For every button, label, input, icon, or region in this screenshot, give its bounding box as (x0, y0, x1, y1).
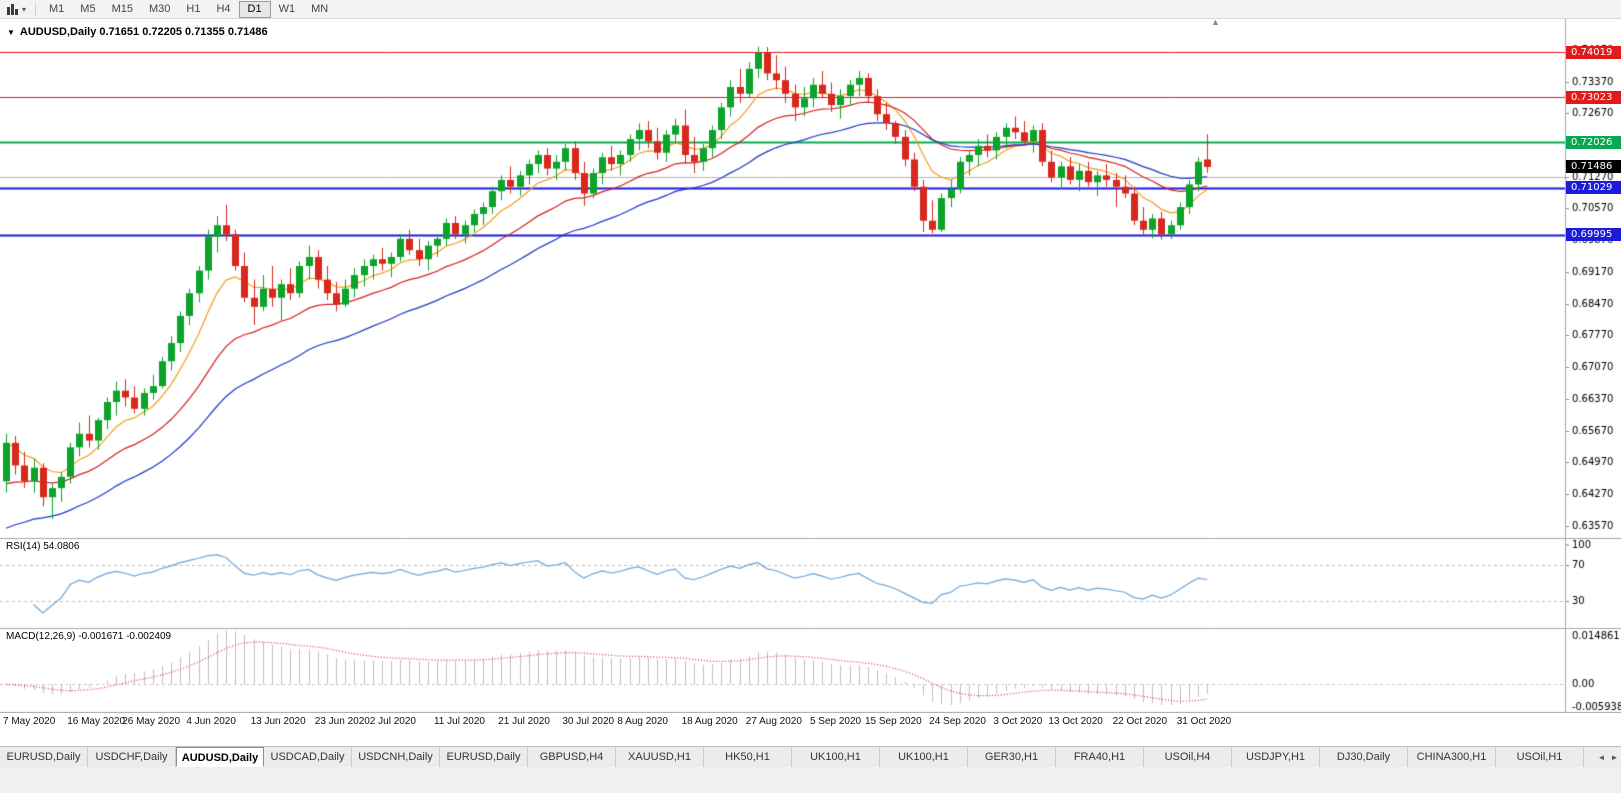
date-label: 27 Aug 2020 (745, 716, 802, 727)
date-label: 2 Jul 2020 (369, 716, 416, 727)
date-label: 5 Sep 2020 (809, 716, 862, 727)
support-level-2-badge[interactable]: 0.69995 (1566, 228, 1621, 242)
chart-shift-marker[interactable]: ▲ (1211, 17, 1220, 27)
chart-title: ▼ AUDUSD,Daily 0.71651 0.72205 0.71355 0… (7, 26, 268, 38)
chart-tab-dj30-daily[interactable]: DJ30,Daily (1320, 747, 1408, 767)
candle-glyph (11, 4, 14, 15)
chart-tab-uk100-h1[interactable]: UK100,H1 (880, 747, 968, 767)
chevron-down-icon[interactable]: ▾ (22, 4, 27, 14)
pivot-level-badge[interactable]: 0.72026 (1566, 135, 1621, 149)
date-label: 31 Oct 2020 (1176, 716, 1232, 727)
tab-scroll-left-icon[interactable]: ◄ (1597, 752, 1606, 762)
chart-tab-gbpusd-h4[interactable]: GBPUSD,H4 (528, 747, 616, 767)
chart-tab-xauusd-h1[interactable]: XAUUSD,H1 (616, 747, 704, 767)
price-chart-canvas[interactable] (0, 19, 1621, 713)
date-label: 30 Jul 2020 (562, 716, 615, 727)
chart-tab-usoil-h1[interactable]: USOil,H1 (1496, 747, 1584, 767)
date-label: 3 Oct 2020 (993, 716, 1043, 727)
timeframe-button-m30[interactable]: M30 (148, 2, 171, 15)
chart-tabbar: EURUSD,Daily USDCHF,Daily AUDUSD,Daily USDC… (0, 746, 1621, 767)
chart-tab-usdcnh-daily[interactable]: USDCNH,Daily (352, 747, 440, 767)
tab-scroll-arrows: ◄ ► (1595, 747, 1621, 767)
timeframe-button-m5[interactable]: M5 (80, 2, 96, 15)
chart-tab-eurusd-daily[interactable]: EURUSD,Daily (0, 747, 88, 767)
date-label: 26 May 2020 (122, 716, 181, 727)
date-label: 16 May 2020 (67, 716, 126, 727)
support-level-1-badge[interactable]: 0.71029 (1566, 181, 1621, 195)
date-label: 18 Aug 2020 (681, 716, 738, 727)
current-price-badge[interactable]: 0.71486 (1566, 160, 1621, 174)
toolbar-separator (35, 2, 37, 16)
chart-tab-hk50-h1[interactable]: HK50,H1 (704, 747, 792, 767)
date-label: 21 Jul 2020 (498, 716, 550, 727)
date-label: 7 May 2020 (3, 716, 56, 727)
status-strip (0, 767, 1621, 793)
chart-tab-ger30-h1[interactable]: GER30,H1 (968, 747, 1056, 767)
date-label: 13 Oct 2020 (1048, 716, 1103, 727)
date-label: 23 Jun 2020 (314, 716, 370, 727)
date-label: 22 Oct 2020 (1112, 716, 1168, 727)
chart-tab-usdjpy-h1[interactable]: USDJPY,H1 (1232, 747, 1320, 767)
timeframe-buttons: M1 M5 M15 M30 H1 H4 D1 W1 MN (41, 0, 336, 18)
resistance-level-1-badge[interactable]: 0.74019 (1566, 45, 1621, 59)
chart-tab-usoil-h4[interactable]: USOil,H4 (1144, 747, 1232, 767)
chart-tab-eurusd-daily[interactable]: EURUSD,Daily (440, 747, 528, 767)
date-axis: 7 May 2020 16 May 2020 26 May 2020 4 Jun 20… (0, 713, 1565, 731)
resistance-level-2-badge[interactable]: 0.73023 (1566, 90, 1621, 104)
date-label: 24 Sep 2020 (929, 716, 986, 727)
chart-tab-audusd-daily[interactable]: AUDUSD,Daily (176, 747, 264, 767)
chart-tab-usdcad-daily[interactable]: USDCAD,Daily (264, 747, 352, 767)
tab-scroll-right-icon[interactable]: ► (1610, 752, 1619, 762)
chart-tabs: EURUSD,Daily USDCHF,Daily AUDUSD,Daily USDC… (0, 747, 1595, 767)
date-label: 8 Aug 2020 (617, 716, 668, 727)
timeframe-toolbar: ▾ M1 M5 M15 M30 H1 H4 D1 W1 MN (0, 0, 1621, 19)
timeframe-button-h4[interactable]: H4 (216, 2, 231, 15)
chart-tab-usdchf-daily[interactable]: USDCHF,Daily (88, 747, 176, 767)
timeframe-button-m15[interactable]: M15 (111, 2, 133, 15)
timeframe-button-m1[interactable]: M1 (49, 2, 65, 15)
collapse-arrow-icon[interactable]: ▼ (7, 27, 15, 37)
chart-title-text: AUDUSD,Daily 0.71651 0.72205 0.71355 0.7… (19, 26, 268, 38)
date-label: 11 Jul 2020 (433, 716, 485, 727)
date-label: 15 Sep 2020 (864, 716, 922, 727)
timeframe-button-mn[interactable]: MN (311, 2, 329, 15)
chart-tab-china300-h1[interactable]: CHINA300,H1 (1408, 747, 1496, 767)
candle-glyph (7, 7, 10, 15)
timeframe-button-d1[interactable]: D1 (238, 0, 271, 18)
macd-indicator-label: MACD(12,26,9) -0.001671 -0.002409 (6, 631, 172, 642)
date-label: 4 Jun 2020 (186, 716, 236, 727)
timeframe-button-h1[interactable]: H1 (186, 2, 201, 15)
date-label: 13 Jun 2020 (250, 716, 306, 727)
chart-type-icon[interactable] (7, 3, 19, 15)
chart-window[interactable]: ▼ AUDUSD,Daily 0.71651 0.72205 0.71355 0… (0, 17, 1621, 731)
timeframe-button-w1[interactable]: W1 (278, 2, 296, 15)
rsi-indicator-label: RSI(14) 54.0806 (6, 541, 80, 552)
chart-tab-uk100-h1[interactable]: UK100,H1 (792, 747, 880, 767)
spacer (0, 731, 1621, 746)
candle-glyph (15, 9, 18, 15)
chart-tab-fra40-h1[interactable]: FRA40,H1 (1056, 747, 1144, 767)
